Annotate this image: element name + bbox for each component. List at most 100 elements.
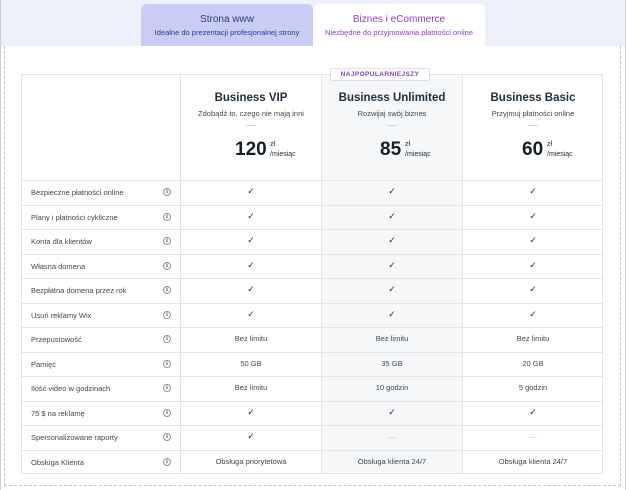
feature-value: ✓	[529, 406, 537, 417]
feature-value: ✓	[388, 235, 396, 245]
feature-value: ✓	[247, 259, 255, 270]
feature-label: Bezpieczne płatności online	[31, 188, 124, 197]
column-divider	[321, 75, 322, 473]
tab-title: Strona www	[200, 14, 254, 25]
feature-value: Bez limitu	[234, 334, 268, 343]
feature-label: Przepustowość	[31, 335, 82, 344]
table-row: 75 $ na reklamę i ✓ ✓ ✓	[22, 400, 602, 426]
price-currency: zł	[405, 141, 411, 148]
info-icon[interactable]: i	[163, 433, 171, 441]
feature-label: Bezpłatna domena przez rok	[31, 286, 127, 295]
info-icon[interactable]: i	[163, 408, 171, 417]
feature-label: Ilość video w godzinach	[31, 384, 111, 393]
price-currency: zł	[547, 141, 553, 148]
tab-title: Biznes i eCommerce	[352, 14, 446, 25]
table-row: Przepustowość i Bez limitu Bez limitu Be…	[22, 327, 602, 352]
feature-value: ✓	[529, 235, 537, 245]
tab-strona-www[interactable]: Strona www Idealne do prezentacji profes…	[141, 4, 313, 46]
price-amount: 85	[380, 139, 402, 160]
plan-price: 85 zł /miesiąc	[322, 139, 462, 165]
plan-description: Zdobądź to, czego nie mają inni	[198, 109, 304, 118]
column-divider	[462, 75, 463, 473]
feature-label: Obsługa Klienta	[31, 457, 84, 467]
feature-value: ✓	[247, 235, 255, 245]
info-icon[interactable]: i	[163, 359, 171, 368]
feature-label: Plany i płatności cykliczne	[31, 212, 118, 222]
info-icon[interactable]: i	[163, 261, 171, 270]
plan-header-business-unlimited: Business Unlimited Rozwijaj swój biznes …	[322, 75, 462, 181]
feature-value: 50 GB	[240, 358, 262, 368]
plan-name: Business Basic	[490, 92, 576, 104]
feature-value: 35 GB	[381, 358, 403, 368]
pricing-comparison-table: Business VIP Zdobądź to, czego nie mają …	[21, 74, 603, 474]
feature-label: 75 $ na reklamę	[31, 408, 85, 418]
feature-value: Bez limitu	[375, 334, 409, 343]
price-amount: 60	[522, 139, 544, 160]
highlighted-plan-column	[322, 75, 462, 473]
plan-header-business-basic: Business Basic Przyjmuj płatności online…	[463, 75, 603, 181]
table-row: Własna domena i ✓ ✓ ✓	[22, 253, 602, 279]
price-amount: 120	[235, 139, 267, 160]
table-row: Plany i płatności cykliczne i ✓ ✓ ✓	[22, 204, 602, 230]
feature-value: ✓	[529, 210, 537, 221]
info-icon[interactable]: i	[163, 384, 171, 392]
feature-value: —	[529, 432, 537, 441]
feature-value: 10 godzin	[375, 383, 409, 392]
feature-value: ✓	[388, 259, 396, 270]
table-row: Bezpieczne płatności online i ✓ ✓ ✓	[22, 180, 602, 205]
feature-value: Obsługa priorytetowa	[215, 456, 287, 466]
plan-category-tabs: Strona www Idealne do prezentacji profes…	[1, 0, 625, 46]
plan-description: Rozwijaj swój biznes	[357, 109, 427, 118]
plan-description: Przyjmuj płatności online	[491, 109, 575, 118]
feature-label: Usuń reklamy Wix	[31, 310, 92, 320]
plan-divider	[387, 125, 397, 126]
feature-value: —	[388, 432, 396, 441]
plan-divider	[246, 125, 256, 126]
feature-value: ✓	[529, 259, 537, 270]
feature-value: ✓	[529, 284, 537, 294]
feature-value: ✓	[247, 431, 255, 441]
tab-biznes-ecommerce[interactable]: Biznes i eCommerce Niezbędne do przyjmow…	[313, 4, 485, 46]
feature-value: Obsługa klienta 24/7	[498, 456, 568, 466]
table-row: Spersonalizowane raporty i ✓ — —	[22, 425, 602, 450]
info-icon[interactable]: i	[163, 335, 171, 343]
feature-value: ✓	[247, 284, 255, 294]
feature-value: Bez limitu	[516, 334, 550, 343]
feature-label: Pamięć	[31, 359, 57, 369]
info-icon[interactable]: i	[163, 286, 171, 294]
feature-value: ✓	[247, 308, 255, 319]
price-currency: zł	[270, 141, 276, 148]
plan-header-business-vip: Business VIP Zdobądź to, czego nie mają …	[181, 75, 321, 181]
feature-value: ✓	[247, 210, 255, 221]
table-row: Usuń reklamy Wix i ✓ ✓ ✓	[22, 302, 602, 328]
feature-value: ✓	[247, 186, 255, 196]
feature-value: ✓	[388, 186, 396, 196]
table-row: Bezpłatna domena przez rok i ✓ ✓ ✓	[22, 278, 602, 303]
feature-label: Spersonalizowane raporty	[31, 433, 118, 442]
plan-price: 60 zł /miesiąc	[463, 139, 603, 165]
info-icon[interactable]: i	[163, 310, 171, 319]
feature-value: 20 GB	[522, 358, 544, 368]
tab-subtitle: Idealne do prezentacji profesjonalnej st…	[154, 28, 300, 37]
feature-value: Obsługa klienta 24/7	[357, 456, 427, 466]
feature-value: ✓	[388, 210, 396, 221]
info-icon[interactable]: i	[163, 212, 171, 221]
price-period: /miesiąc	[405, 151, 431, 158]
table-row: Pamięć i 50 GB 35 GB 20 GB	[22, 351, 602, 377]
info-icon[interactable]: i	[163, 188, 171, 196]
feature-label: Własna domena	[31, 261, 86, 271]
feature-value: ✓	[388, 308, 396, 319]
feature-value: ✓	[247, 406, 255, 417]
feature-label: Konta dla klientów	[31, 237, 92, 246]
feature-value: Bez limitu	[234, 383, 268, 392]
feature-value: ✓	[529, 186, 537, 196]
content-frame	[4, 46, 621, 486]
info-icon[interactable]: i	[163, 237, 171, 245]
tab-subtitle: Niezbędne do przyjmowania płatności onli…	[324, 28, 473, 37]
feature-value: ✓	[388, 284, 396, 294]
info-icon[interactable]: i	[163, 457, 171, 466]
plan-divider	[528, 125, 538, 126]
plan-name: Business Unlimited	[338, 92, 446, 104]
most-popular-badge: NAJPOPULARNIEJSZY	[330, 68, 430, 81]
table-row: Konta dla klientów i ✓ ✓ ✓	[22, 229, 602, 254]
